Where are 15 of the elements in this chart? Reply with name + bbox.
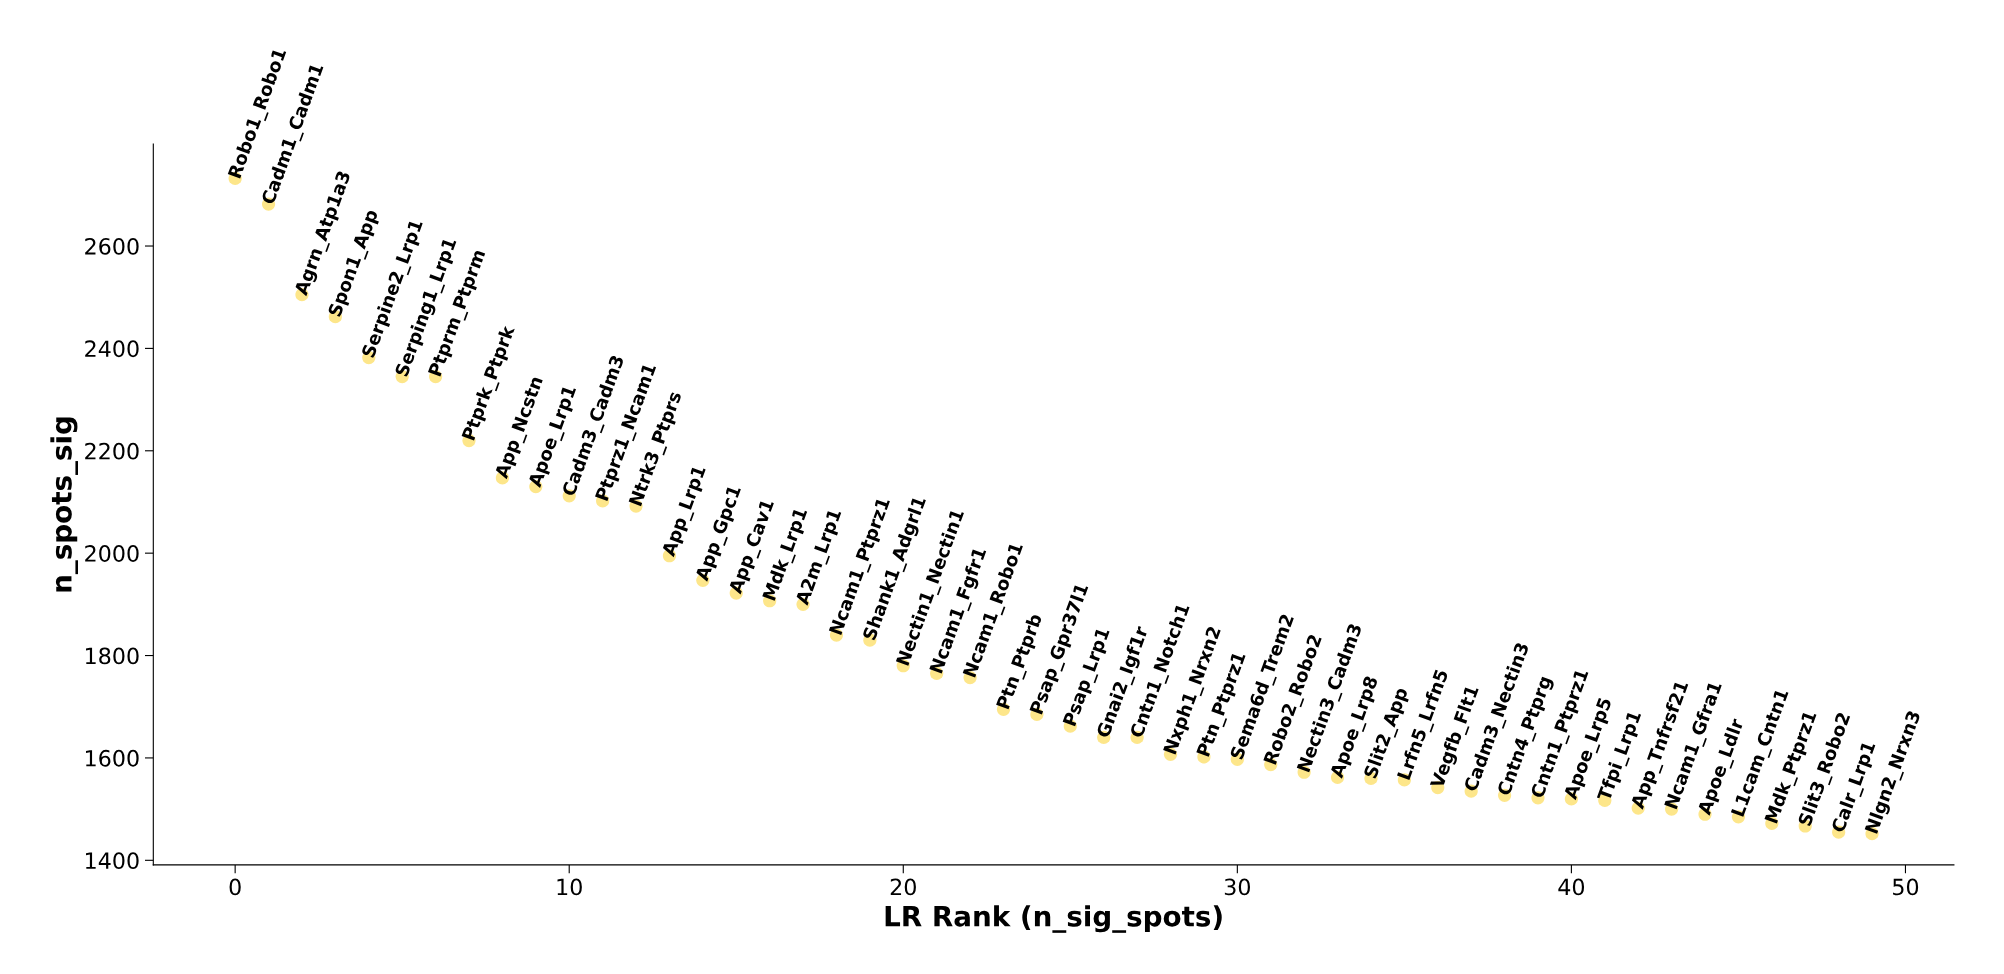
y-axis-title: n_spots_sig bbox=[50, 417, 78, 592]
x-axis-title: LR Rank (n_sig_spots) bbox=[885, 905, 1222, 933]
y-tick-label: 2000 bbox=[85, 545, 139, 562]
x-tick-label: 20 bbox=[890, 878, 916, 896]
y-tick-label: 1600 bbox=[86, 749, 139, 767]
x-tick-label: 0 bbox=[229, 878, 241, 896]
y-tick-label: 1400 bbox=[86, 852, 139, 870]
y-tick-label: 2200 bbox=[85, 442, 139, 460]
y-tick-label: 2600 bbox=[85, 237, 139, 255]
y-tick-label: 2400 bbox=[85, 340, 139, 358]
x-tick-label: 30 bbox=[1224, 878, 1250, 896]
x-tick-label: 50 bbox=[1893, 878, 1919, 896]
y-tick-label: 1800 bbox=[86, 647, 139, 665]
x-tick-label: 10 bbox=[557, 878, 582, 896]
x-tick-label: 40 bbox=[1558, 878, 1585, 896]
